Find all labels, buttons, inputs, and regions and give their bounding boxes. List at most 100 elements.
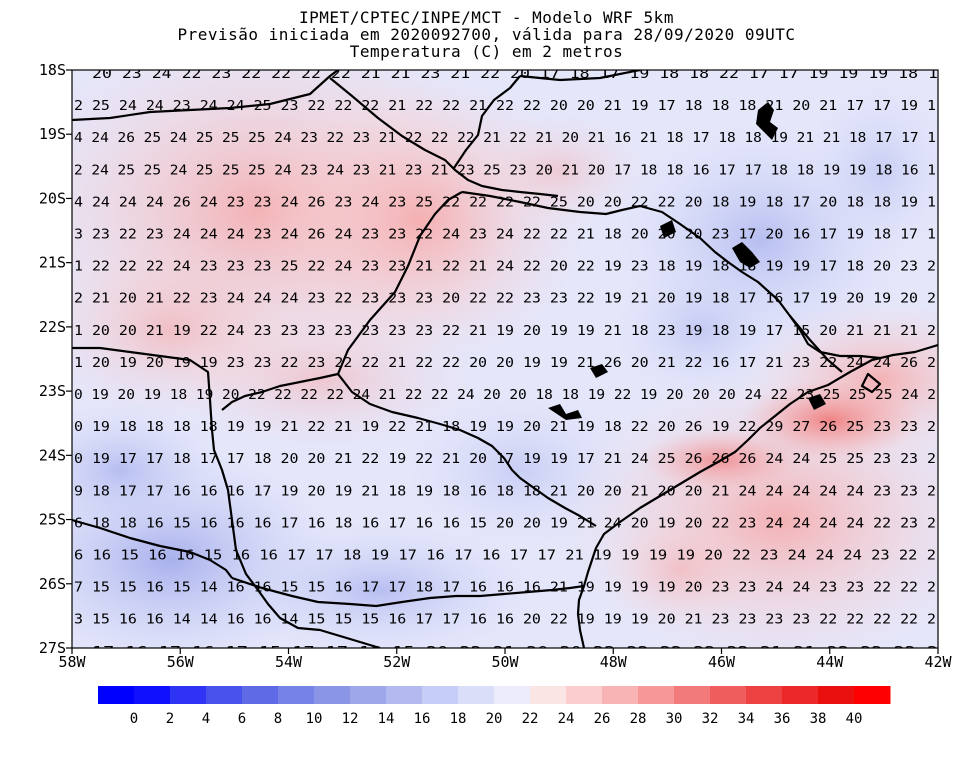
bay-outline [860, 372, 882, 394]
latitude-label: 26S [39, 575, 66, 593]
border-ms-pr [221, 372, 339, 411]
temperature-values: 20 23 24 22 23 22 22 22 22 21 21 23 21 2… [74, 70, 938, 660]
reservoir-markers [548, 102, 826, 420]
temperature-value-row: 7 15 15 16 15 14 16 16 15 15 16 17 17 18… [74, 581, 936, 596]
latitude-label: 25S [39, 511, 66, 529]
longitude-label: 50W [491, 653, 519, 671]
colorbar-label: 16 [414, 711, 431, 727]
border-ms-go [329, 77, 559, 198]
border-rio-sp [789, 315, 843, 373]
colorbar-swatch [206, 686, 243, 704]
colorbar-swatch [566, 686, 603, 704]
map-title-line-2: Previsão iniciada em 2020092700, válida … [177, 25, 796, 44]
latitude-label: 24S [39, 446, 66, 464]
colorbar-label: 34 [738, 711, 755, 727]
temperature-value-row: 3 23 22 23 24 24 24 23 24 26 24 23 23 22… [74, 228, 936, 243]
temperature-value-row: 4 24 24 24 26 24 23 23 24 26 23 24 23 25… [74, 195, 936, 210]
colorbar: 0 2 4 6 8 10 12 14 16 18 20 22 24 26 28 30 32 34 36 38 40 [98, 686, 891, 727]
temperature-value-row: 6 16 15 16 16 15 16 16 17 17 18 19 17 16… [74, 549, 936, 564]
border-parana-river-ms-sp [336, 191, 463, 375]
longitude-label: 58W [58, 653, 86, 671]
border-mg-north [519, 70, 641, 82]
latitude-label: 22S [39, 318, 66, 336]
border-mg-sp [461, 190, 881, 360]
temperature-value-row: 0 19 17 17 18 17 17 18 20 20 21 22 19 22… [74, 452, 936, 467]
map-title-line-3: Temperatura (C) em 2 metros [349, 42, 624, 61]
colorbar-label: 10 [306, 711, 323, 727]
colorbar-swatch [458, 686, 495, 704]
colorbar-swatch [674, 686, 711, 704]
colorbar-swatch [134, 686, 171, 704]
border-sp-pr [337, 373, 597, 527]
colorbar-label: 6 [238, 711, 246, 727]
colorbar-label: 4 [202, 711, 210, 727]
colorbar-swatch [422, 686, 459, 704]
latitude-label: 19S [39, 125, 66, 143]
temperature-value-row: 0 19 20 19 18 19 20 22 22 22 22 24 21 22… [74, 388, 936, 403]
temperature-value-row: 2 21 20 21 22 23 24 24 24 23 22 23 23 23… [74, 292, 936, 307]
colorbar-label: 24 [558, 711, 575, 727]
border-west-triangle [72, 518, 233, 579]
colorbar-swatch [242, 686, 279, 704]
border-go-mg [453, 75, 521, 169]
longitude-label: 54W [275, 653, 303, 671]
temperature-value-row: 4 24 26 25 24 25 25 25 24 23 22 23 21 22… [74, 131, 936, 146]
latitude-label: 18S [39, 61, 66, 79]
colorbar-swatch [854, 686, 891, 704]
temperature-value-row: 3 15 16 16 14 14 16 16 14 15 15 15 16 17… [74, 613, 936, 628]
colorbar-swatch [494, 686, 531, 704]
colorbar-swatch [98, 686, 135, 704]
latitude-label: 23S [39, 382, 66, 400]
map-title-line-1: IPMET/CPTEC/INPE/MCT - Modelo WRF 5km [299, 8, 674, 27]
colorbar-label: 30 [666, 711, 683, 727]
colorbar-label: 26 [594, 711, 611, 727]
colorbar-swatch [710, 686, 747, 704]
colorbar-label: 0 [130, 711, 138, 727]
colorbar-swatch [278, 686, 315, 704]
border-paraguay-river [72, 346, 381, 648]
temperature-value-row: 6 18 18 16 15 16 16 16 17 16 18 16 17 16… [74, 516, 936, 531]
temperature-value-row: 1 22 22 22 24 23 23 23 25 22 24 23 23 21… [74, 260, 936, 275]
longitude-axis: 58W 56W 54W 52W 50W 48W 46W 44W 42W [58, 648, 953, 671]
colorbar-label: 38 [810, 711, 827, 727]
temperature-shading [72, 70, 938, 648]
colorbar-swatch [782, 686, 819, 704]
colorbar-swatch [386, 686, 423, 704]
colorbar-swatch [746, 686, 783, 704]
colorbar-swatch [638, 686, 675, 704]
temperature-value-row: 17 16 17 16 17 15 17 17 16 15 20 22 21 2… [92, 645, 938, 660]
colorbar-swatch [314, 686, 351, 704]
colorbar-label: 14 [378, 711, 395, 727]
map-boundaries [72, 70, 938, 648]
latitude-label: 27S [39, 639, 66, 657]
longitude-label: 44W [816, 653, 844, 671]
colorbar-label: 28 [630, 711, 647, 727]
temperature-value-row: 9 18 17 17 16 16 16 17 19 20 19 21 18 19… [74, 484, 936, 499]
longitude-label: 48W [600, 653, 628, 671]
longitude-label: 56W [167, 653, 195, 671]
longitude-label: 52W [383, 653, 411, 671]
longitude-label: 46W [708, 653, 736, 671]
colorbar-swatch [170, 686, 207, 704]
latitude-axis: 18S 19S 20S 21S 22S 23S 24S 25S 26S 27S [39, 61, 72, 657]
colorbar-label: 20 [486, 711, 503, 727]
colorbar-swatch [530, 686, 567, 704]
colorbar-label: 12 [342, 711, 359, 727]
colorbar-label: 40 [846, 711, 863, 727]
border-mt-ms [72, 70, 339, 122]
border-pr-sc [231, 576, 585, 608]
colorbar-swatch [350, 686, 387, 704]
latitude-label: 21S [39, 254, 66, 272]
temperature-value-row: 2 24 25 25 24 25 25 25 24 23 24 23 21 23… [74, 163, 936, 178]
longitude-label: 42W [924, 653, 952, 671]
colorbar-label: 32 [702, 711, 719, 727]
temperature-value-row: 0 19 18 18 18 18 19 19 21 22 21 19 22 21… [74, 420, 936, 435]
colorbar-label: 18 [450, 711, 467, 727]
colorbar-swatch [818, 686, 855, 704]
latitude-label: 20S [39, 189, 66, 207]
temperature-value-row: 1 20 19 20 19 19 23 23 22 23 22 22 21 22… [74, 356, 936, 371]
colorbar-label: 2 [166, 711, 174, 727]
colorbar-label: 22 [522, 711, 539, 727]
